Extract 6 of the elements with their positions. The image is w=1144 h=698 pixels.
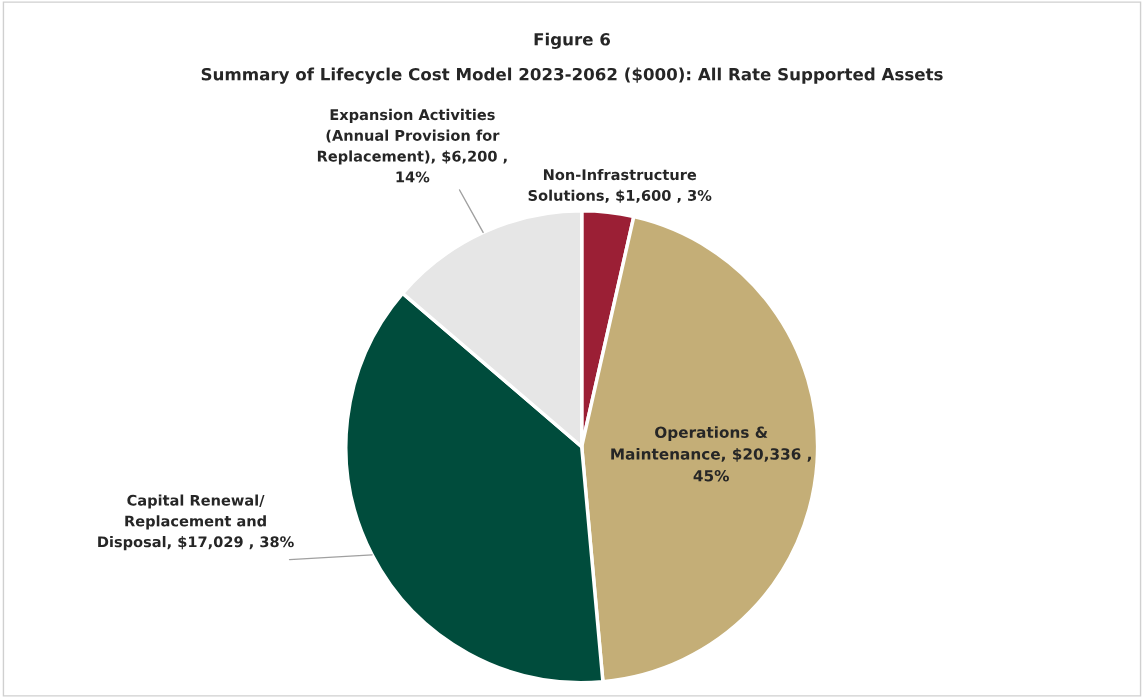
chart-subtitle: Summary of Lifecycle Cost Model 2023-2062 ($000): All Rate Supported Assets (201, 67, 943, 84)
slice-label: Expansion Activities (Annual Provision for Replacement), $6,200 , 14% (317, 108, 507, 183)
chart-title: Figure 6 (534, 32, 611, 49)
slice-label: Operations & Maintenance, $20,336 , 45% (611, 426, 811, 482)
slice-label: Capital Renewal/ Replacement and Disposal, $17,029 , 38% (98, 494, 294, 551)
slice-label: Non-Infrastructure Solutions, $1,600 , 3% (528, 168, 712, 203)
